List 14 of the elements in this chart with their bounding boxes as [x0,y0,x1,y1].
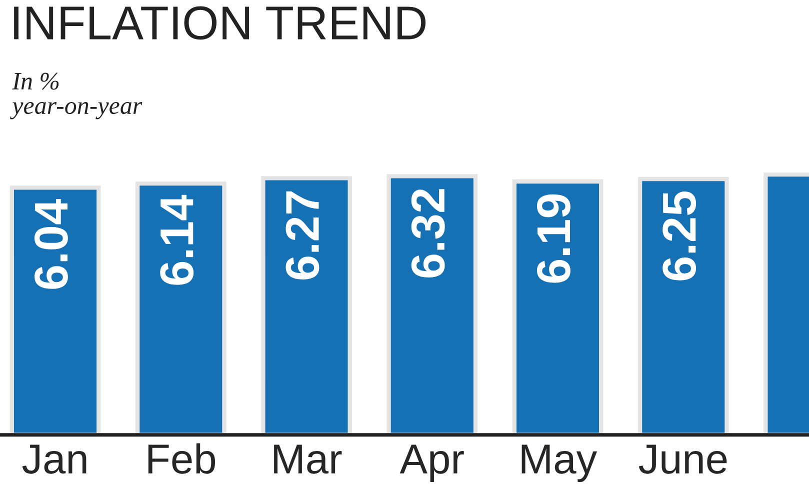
x-tick-label: June [638,444,727,474]
data-label: 6.32 [411,189,445,278]
chart-subtitle: In % year-on-year [10,72,142,120]
x-tick-label: Mar [274,444,342,474]
x-tick-label: Apr [400,444,464,482]
x-tick-label: Feb [148,443,216,474]
data-label: 6.25 [662,191,696,280]
x-tick-label: Jan [22,444,86,474]
data-label: 6.27 [286,191,320,280]
x-tick-label: May [522,444,598,482]
data-label: 6.19 [536,194,570,283]
chart-title: INFLATION TREND [14,6,426,40]
data-label: 6.04 [34,198,68,289]
data-label: 6.14 [160,194,194,285]
